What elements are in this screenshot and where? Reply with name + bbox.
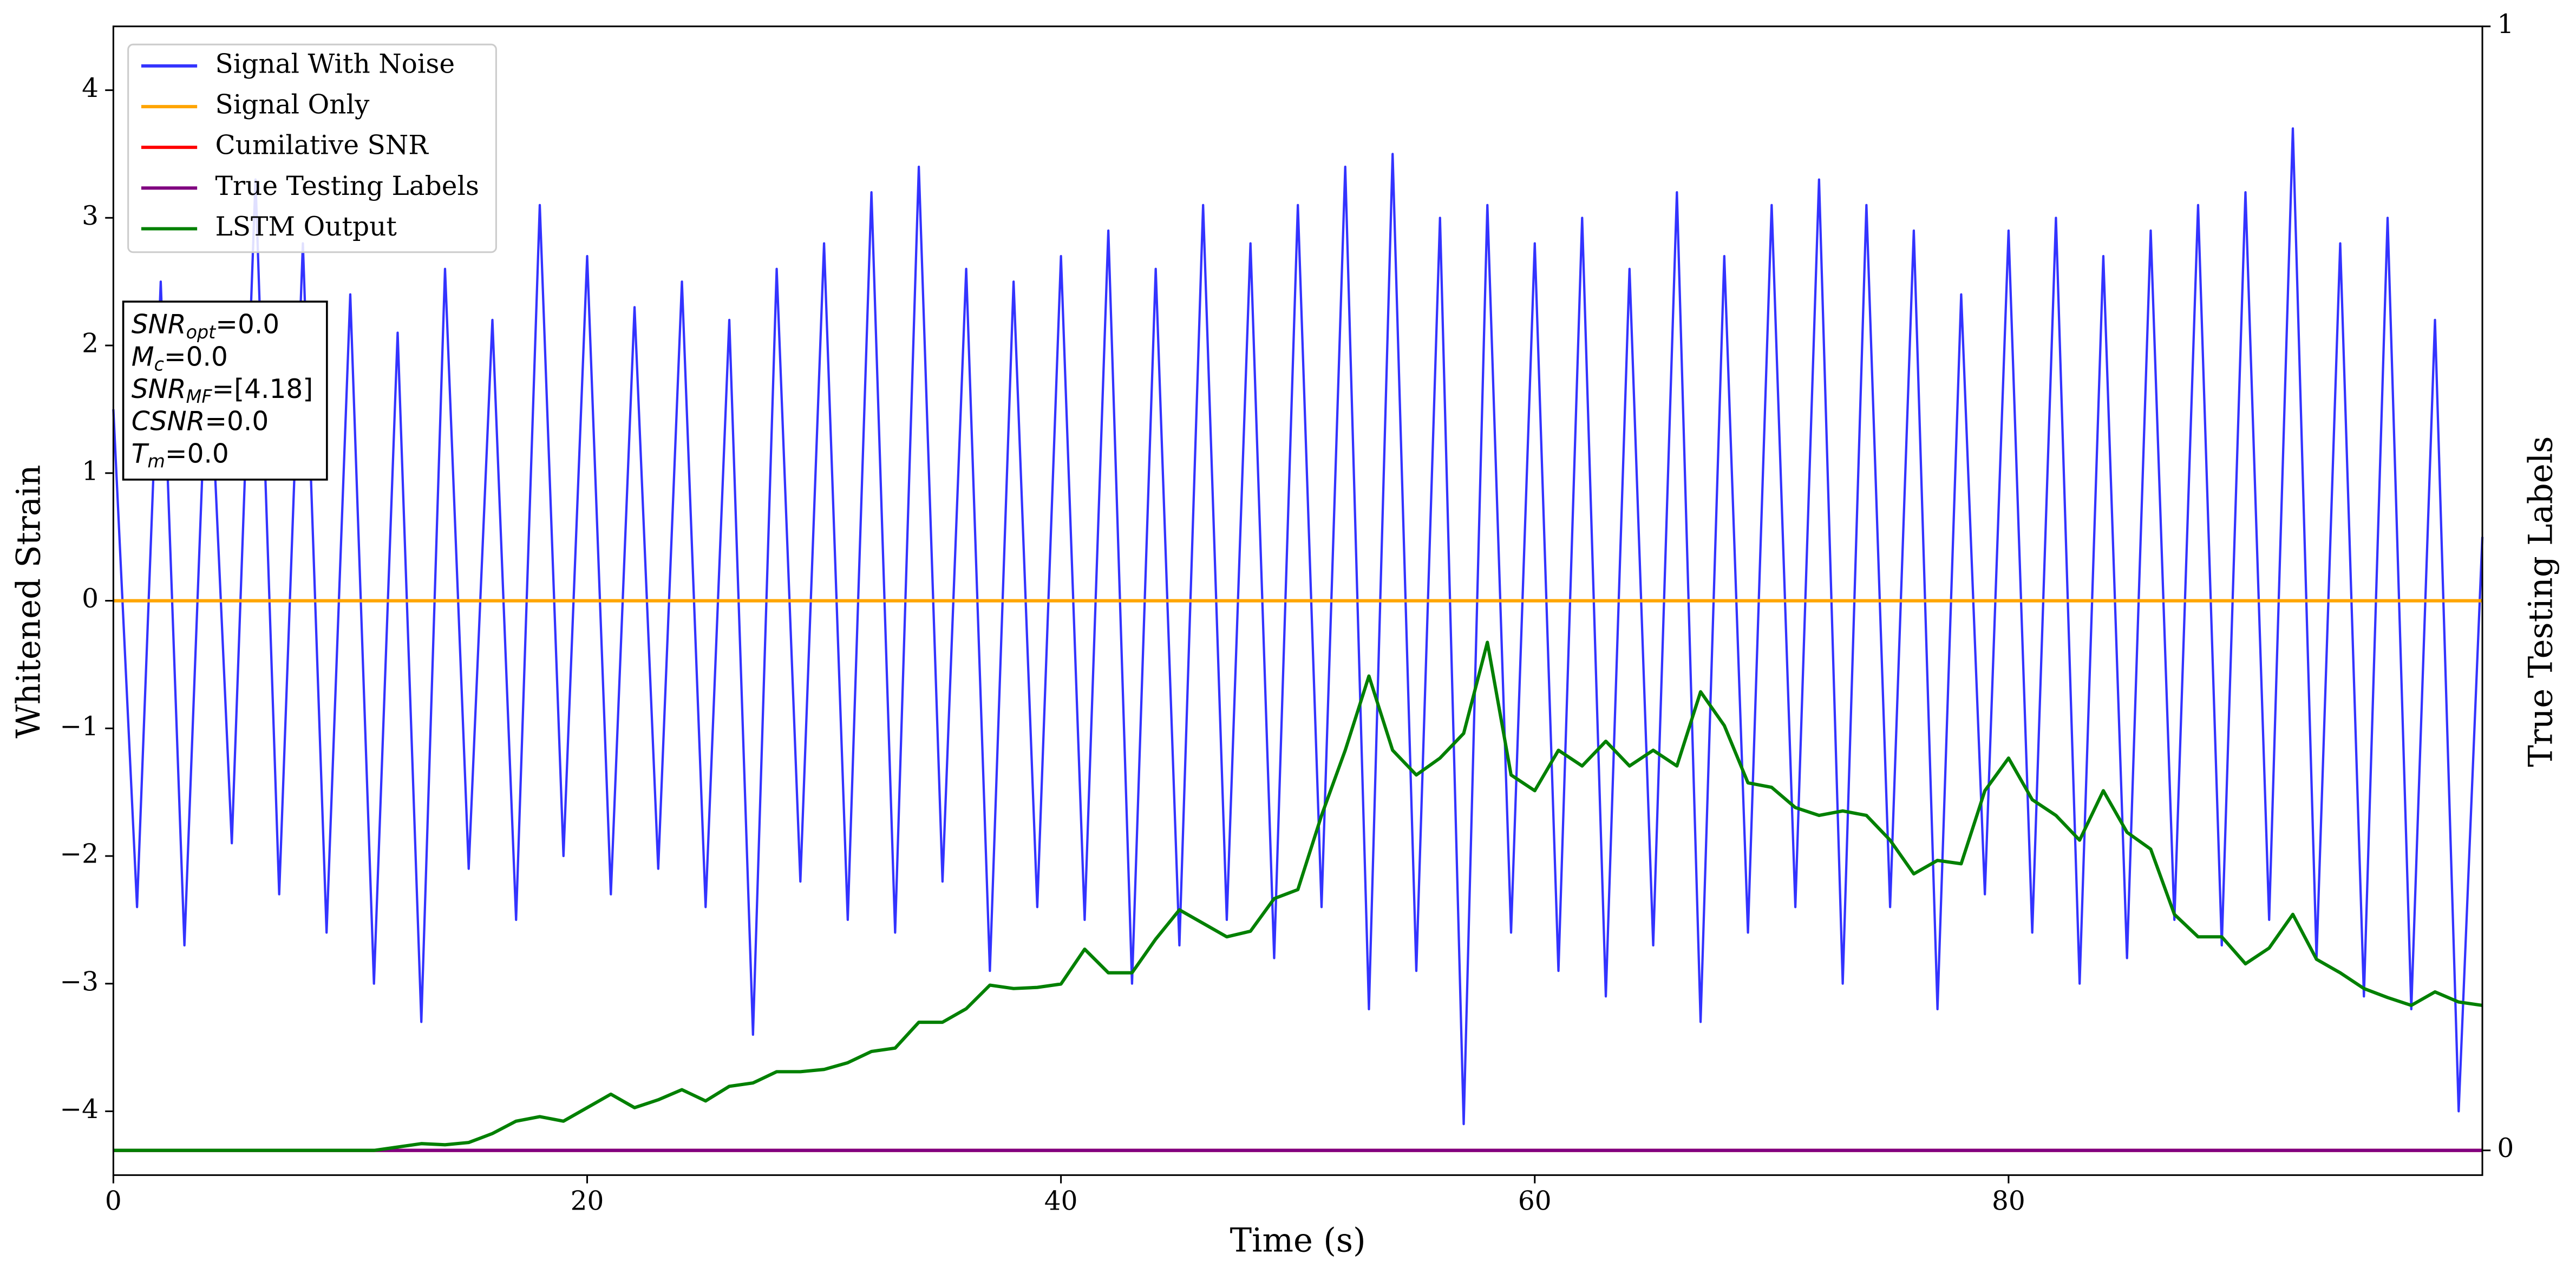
- legend-label: Cumilative SNR: [215, 130, 429, 161]
- x-tick-label: 20: [571, 1186, 604, 1217]
- legend-label: True Testing Labels: [215, 171, 479, 201]
- legend-box: [127, 43, 497, 253]
- annotation-symbol: CSNR: [132, 407, 205, 437]
- annotation-subscript: opt: [186, 321, 217, 342]
- x-tick-label: 60: [1518, 1186, 1552, 1217]
- legend-label: LSTM Output: [215, 212, 397, 242]
- y-tick-label: −1: [60, 711, 99, 742]
- annotation-text: =[4.18]: [212, 374, 313, 404]
- annotation-symbol: M: [132, 342, 154, 372]
- y2-tick-label: 0: [2497, 1133, 2514, 1164]
- x-tick-label: 0: [105, 1186, 122, 1217]
- x-tick-label: 40: [1044, 1186, 1078, 1217]
- series-line: [112, 127, 2484, 1126]
- annotation-symbol: SNR: [132, 374, 186, 404]
- x-tick-label: 80: [1992, 1186, 2025, 1217]
- y-tick-label: 4: [82, 73, 99, 103]
- annotation-line: Mc=0.0: [132, 342, 228, 375]
- series-line: [113, 641, 2483, 1152]
- annotation-text: =0.0: [215, 310, 279, 340]
- y-tick-label: 2: [82, 329, 99, 359]
- y-axis-label: Whitened Strain: [10, 465, 48, 738]
- y-tick-label: −3: [60, 966, 99, 997]
- annotation-frame: [122, 300, 328, 481]
- annotation-box: SNRopt=0.0Mc=0.0SNRMF=[4.18]CSNR=0.0Tm=0…: [122, 300, 328, 481]
- legend-label: Signal With Noise: [215, 49, 455, 79]
- y-tick-label: 0: [82, 584, 99, 614]
- annotation-text: =0.0: [164, 342, 228, 372]
- y-tick-label: −4: [60, 1094, 99, 1125]
- annotation-line: Tm=0.0: [132, 439, 229, 472]
- y-tick-label: 3: [82, 201, 99, 231]
- y-tick-label: 1: [82, 456, 99, 486]
- annotation-subscript: m: [147, 450, 165, 472]
- legend: Signal With Noise Signal Only Cumilative S…: [127, 43, 497, 253]
- annotation-line: SNRopt=0.0: [132, 310, 279, 343]
- y2-axis-label: True Testing Labels: [2522, 436, 2560, 767]
- annotation-symbol: SNR: [132, 310, 186, 340]
- annotation-symbol: T: [132, 439, 149, 469]
- annotation-text: =0.0: [165, 439, 229, 469]
- annotation-text: =0.0: [205, 407, 269, 437]
- x-axis-label: Time (s): [1230, 1221, 1366, 1259]
- annotation-line: CSNR=0.0: [132, 407, 269, 437]
- annotation-line: SNRMF=[4.18]: [132, 374, 313, 407]
- plot-area: [112, 127, 2484, 1152]
- annotation-subscript: MF: [186, 386, 213, 407]
- y2-tick-label: 1: [2497, 9, 2514, 40]
- annotation-subscript: c: [154, 354, 164, 375]
- legend-label: Signal Only: [215, 89, 370, 120]
- y-tick-label: −2: [60, 839, 99, 869]
